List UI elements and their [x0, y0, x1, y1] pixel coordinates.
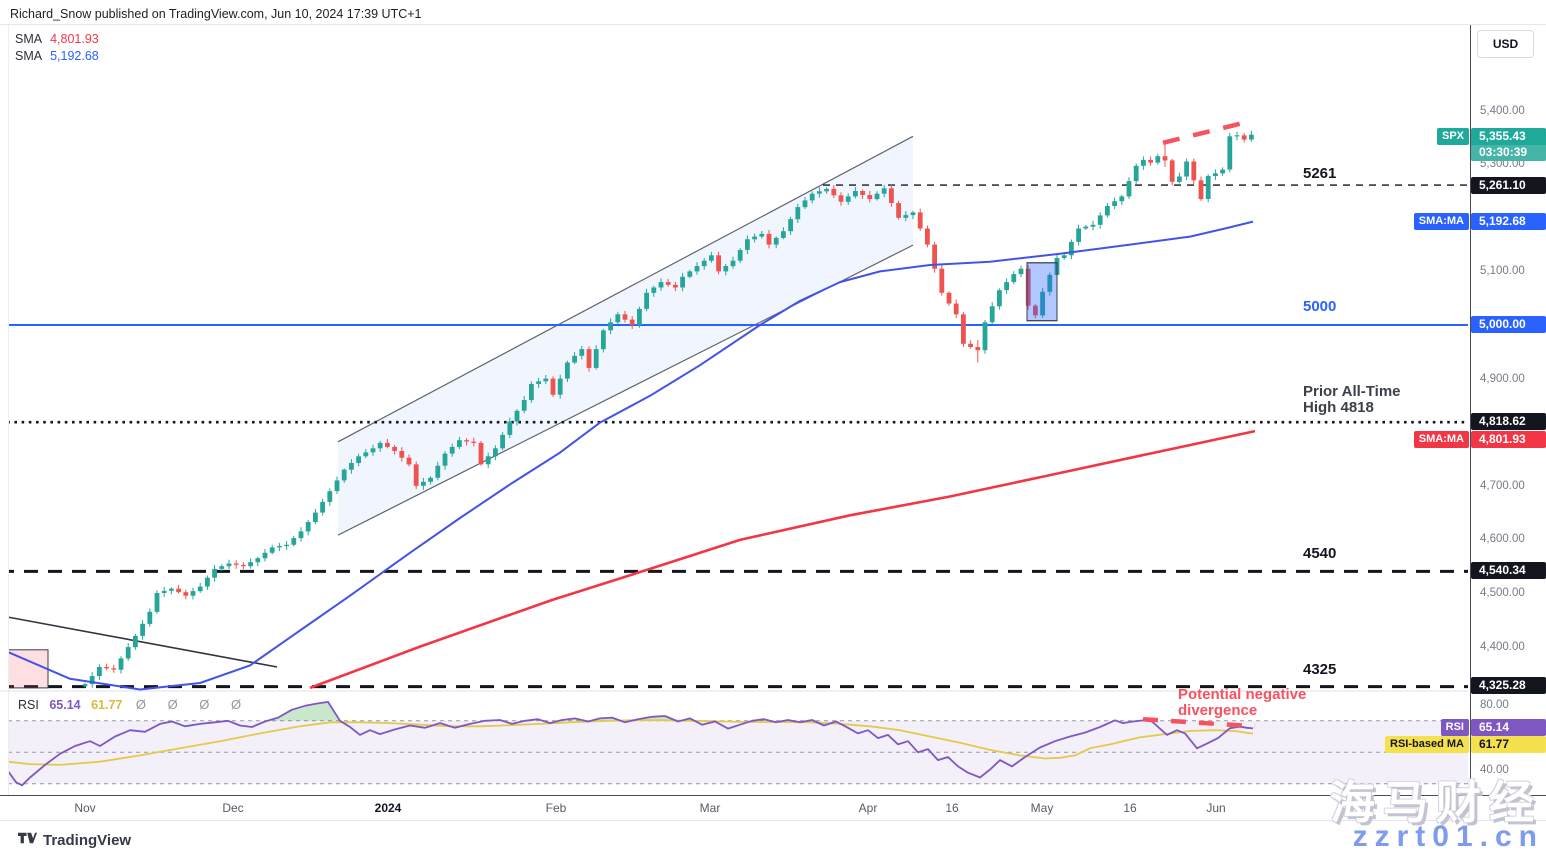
price-label-level-5000: 5,000.00	[1471, 316, 1546, 333]
rsi-ma-value: 61.77	[91, 698, 123, 712]
time-tick: 16	[1123, 801, 1137, 815]
annotation-level-4325: 4325	[1303, 661, 1337, 678]
pink-zone	[8, 649, 49, 689]
series-tag-sma-slow: SMA:MA	[1413, 431, 1469, 448]
price-label-rsi-value: 65.14	[1471, 719, 1546, 736]
series-tag-spx-price: SPX	[1436, 128, 1469, 145]
price-label-level-5261: 5,261.10	[1471, 177, 1546, 194]
sma-50-value: 5,192.68	[50, 49, 99, 63]
currency-toggle-button[interactable]: USD	[1477, 30, 1534, 58]
rsi-label: RSI	[18, 698, 39, 712]
axis-tick: 5,100.00	[1480, 265, 1525, 277]
time-tick: 2024	[374, 801, 402, 815]
rsi-pane	[8, 701, 1468, 787]
rsi-overbought-fill	[268, 701, 340, 721]
publish-info: Richard_Snow published on TradingView.co…	[10, 7, 422, 21]
sma-50-line	[8, 220, 1254, 691]
sma-label: SMA	[15, 49, 43, 63]
time-tick: May	[1030, 801, 1054, 815]
series-tag-sma-fast: SMA:MA	[1413, 213, 1469, 230]
time-tick: Jun	[1206, 801, 1226, 815]
price-label-rsi-ma-value: 61.77	[1471, 736, 1546, 753]
axis-tick: 4,600.00	[1480, 533, 1525, 545]
price-label-level-4540: 4,540.34	[1471, 562, 1546, 579]
divergence-line-rsi	[1142, 716, 1256, 729]
axis-tick: 4,700.00	[1480, 480, 1525, 492]
price-label-spx-price: 5,355.43 03:30:39	[1471, 128, 1546, 161]
sma-label: SMA	[15, 32, 43, 46]
time-tick: Nov	[74, 801, 96, 815]
annotation-prior-ath: Prior All-Time High 4818	[1303, 383, 1401, 416]
annotation-divergence: Potential negative divergence	[1178, 686, 1307, 719]
sma-200-line	[309, 429, 1256, 690]
axis-tick: 4,500.00	[1480, 587, 1525, 599]
candlestick-series	[82, 130, 1254, 688]
time-tick: Feb	[545, 801, 567, 815]
time-tick: 16	[945, 801, 959, 815]
series-tag-rsi-ma-value: RSI-based MA	[1385, 736, 1469, 753]
rsi-band	[8, 720, 1468, 784]
divergence-line-price	[1162, 119, 1251, 145]
rsi-ma-line	[8, 719, 1254, 766]
annotation-level-4540: 4540	[1303, 545, 1337, 562]
legend-sma-200[interactable]: SMA 4,801.93	[15, 31, 99, 48]
axis-tick: 5,300.00	[1480, 158, 1525, 170]
axis-tick: 4,400.00	[1480, 641, 1525, 653]
time-tick: Dec	[222, 801, 244, 815]
axis-tick: 40.00	[1480, 764, 1509, 776]
descending-trendline	[8, 616, 278, 668]
tradingview-wordmark: TradingView	[43, 832, 132, 849]
axis-tick: 4,900.00	[1480, 373, 1525, 385]
time-tick: Mar	[699, 801, 721, 815]
price-label-sma-slow: 4,801.93	[1471, 431, 1546, 448]
countdown-timer: 03:30:39	[1471, 145, 1546, 161]
indicator-legend: SMA 4,801.93 SMA 5,192.68	[15, 31, 99, 65]
price-pane	[8, 119, 1468, 691]
time-tick: Apr	[858, 801, 878, 815]
series-tag-rsi-value: RSI	[1440, 719, 1469, 736]
trend-channel-upper	[337, 135, 914, 443]
watermark-cjk: 海马财经	[1329, 777, 1542, 828]
axis-tick: 5,400.00	[1480, 105, 1525, 117]
watermark-url: zzrt01.cn	[1352, 820, 1544, 853]
sma-200-value: 4,801.93	[50, 32, 99, 46]
axis-tick: 80.00	[1480, 699, 1509, 711]
rsi-value: 65.14	[49, 698, 81, 712]
highlight-box	[1026, 262, 1058, 322]
rsi-line	[8, 701, 1254, 787]
rsi-legend[interactable]: RSI 65.14 61.77 Ø Ø Ø Ø	[18, 697, 250, 712]
annotation-level-5000: 5000	[1303, 298, 1337, 315]
price-label-level-4818: 4,818.62	[1471, 413, 1546, 430]
rsi-hidden-placeholders: Ø Ø Ø Ø	[135, 697, 251, 712]
annotation-level-5261: 5261	[1303, 165, 1337, 182]
trend-channel-fill	[338, 136, 913, 536]
price-label-sma-fast: 5,192.68	[1471, 213, 1546, 230]
price-label-level-4325: 4,325.28	[1471, 677, 1546, 694]
tradingview-logo[interactable]: TradingView	[18, 830, 131, 851]
tradingview-icon	[18, 830, 37, 851]
time-tick: Jul	[1357, 801, 1373, 815]
legend-sma-50[interactable]: SMA 5,192.68	[15, 48, 99, 65]
